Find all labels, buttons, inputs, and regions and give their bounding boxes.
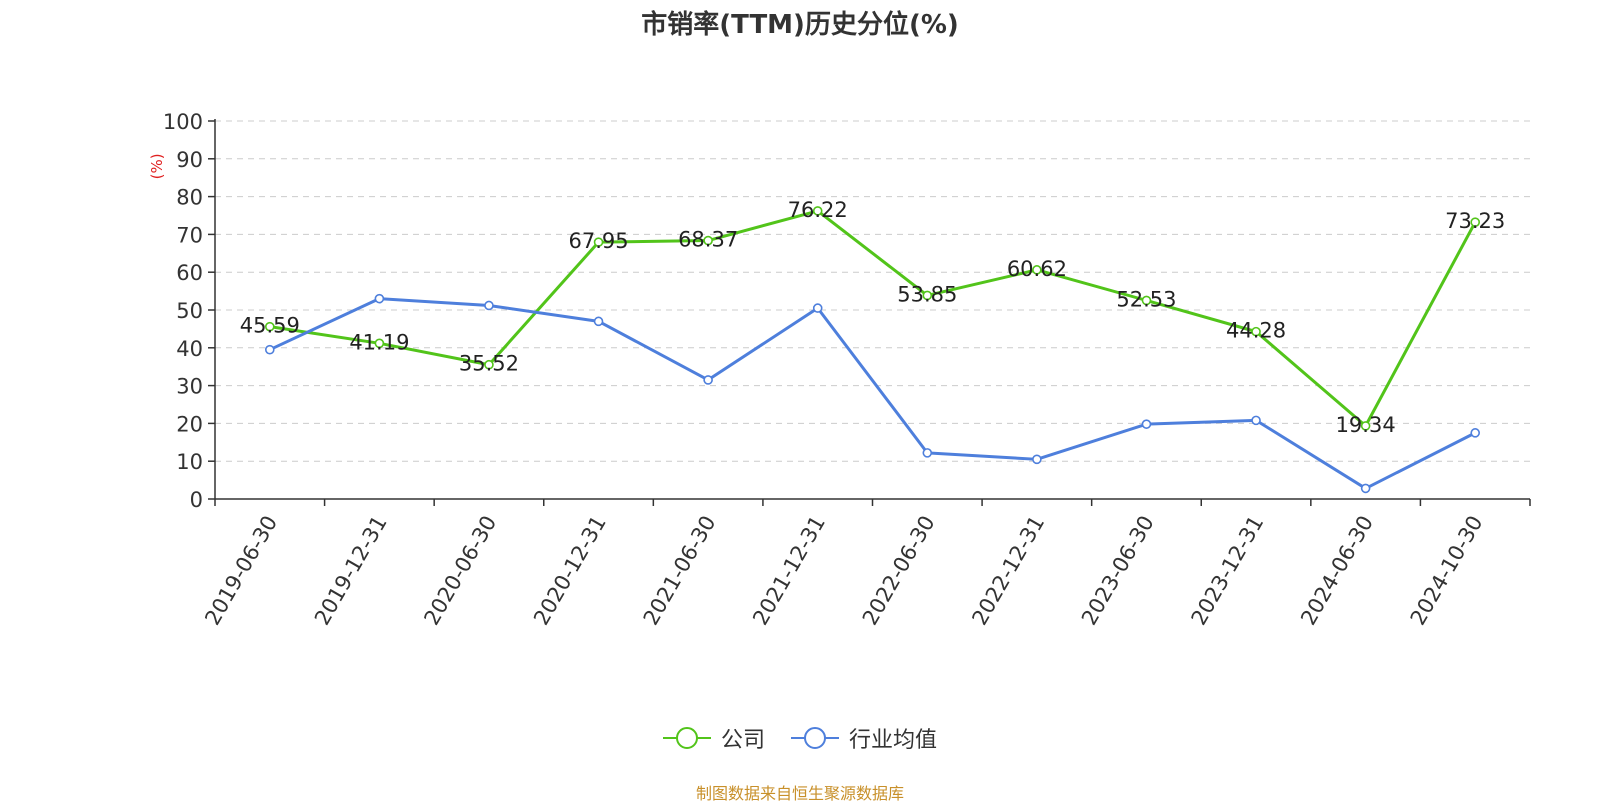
data-point	[812, 206, 823, 216]
data-point	[1251, 415, 1261, 426]
y-tick-label: 50	[176, 299, 203, 323]
grid-lines	[215, 120, 1530, 462]
data-point	[484, 359, 494, 370]
data-label: 52.53	[1116, 287, 1176, 311]
chart-title: 市销率(TTM)历史分位(%)	[641, 10, 959, 40]
x-tick-label: 2020-12-31	[529, 512, 611, 630]
legend-label-industry-average: 行业均值	[849, 728, 938, 753]
y-tick-label: 60	[176, 261, 203, 285]
data-point	[812, 303, 823, 313]
x-tick-label: 2019-12-31	[310, 512, 392, 630]
x-tick-label: 2024-06-30	[1296, 512, 1378, 630]
x-tick-label: 2022-06-30	[858, 512, 940, 630]
x-tick-label: 2024-10-30	[1406, 512, 1488, 630]
legend-item-industry-average[interactable]: 行业均值	[791, 722, 937, 754]
series-line-0	[269, 209, 1477, 428]
data-point	[593, 237, 604, 247]
data-point	[1141, 295, 1152, 306]
y-tick-label: 40	[176, 337, 203, 361]
data-label: 35.52	[459, 352, 519, 376]
data-label: 67.95	[568, 229, 628, 253]
data-point	[1032, 265, 1042, 275]
data-label: 60.62	[1007, 257, 1067, 281]
data-point	[264, 344, 275, 355]
source-note: 制图数据来自恒生聚源数据库	[695, 784, 904, 803]
x-tick-label: 2021-12-31	[748, 512, 830, 630]
data-point	[1141, 419, 1152, 429]
x-tick-label: 2020-06-30	[419, 512, 501, 630]
y-tick-label: 10	[176, 450, 203, 474]
y-tick-label: 20	[176, 412, 203, 436]
series-line-1	[269, 297, 1476, 490]
data-point	[703, 375, 713, 385]
y-tick-label: 0	[190, 488, 203, 512]
data-point	[374, 293, 385, 304]
series-lines	[264, 206, 1481, 494]
data-point	[1251, 326, 1261, 337]
y-tick-label: 100	[163, 110, 203, 134]
data-point	[264, 321, 275, 332]
data-point	[1470, 428, 1481, 438]
x-tick-label: 2022-12-31	[967, 512, 1049, 630]
legend-marker-company	[662, 727, 711, 749]
y-axis-title: (%)	[148, 153, 166, 179]
data-label: 76.22	[788, 198, 848, 222]
legend-label-company: 公司	[720, 728, 765, 753]
data-point	[703, 235, 713, 246]
legend: 公司 行业均值	[0, 722, 1600, 754]
x-tick-label: 2021-06-30	[639, 512, 721, 630]
legend-item-company[interactable]: 公司	[662, 722, 765, 754]
data-label: 44.28	[1226, 319, 1286, 343]
data-label: 68.37	[678, 228, 738, 252]
data-labels: 45.59 41.19 35.52 67.95 68.37 76.22 53.85 60.62…	[240, 198, 1506, 437]
data-point	[922, 290, 933, 301]
data-label: 45.59	[240, 314, 300, 338]
x-tick-label: 2023-12-31	[1187, 512, 1269, 630]
y-tick-label: 30	[176, 375, 203, 399]
data-point	[1032, 454, 1042, 465]
data-point	[922, 448, 933, 458]
data-point	[374, 338, 385, 349]
data-label: 41.19	[349, 330, 409, 354]
y-tick-label: 80	[176, 186, 203, 210]
data-label: 19.34	[1336, 413, 1396, 437]
data-label: 73.23	[1445, 209, 1505, 233]
data-point	[593, 316, 604, 327]
data-point	[1360, 421, 1371, 431]
x-tick-label: 2019-06-30	[200, 512, 282, 630]
axes: 0 10 20 30 40 50 60 70 80 90 100 (%) 2019-06-30 2019-…	[148, 110, 1531, 630]
data-point	[1360, 483, 1371, 494]
x-tick-label: 2023-06-30	[1077, 512, 1159, 630]
data-point	[484, 300, 494, 311]
y-tick-label: 70	[176, 223, 203, 247]
y-tick-label: 90	[176, 148, 203, 172]
data-label: 53.85	[897, 282, 957, 306]
data-point	[1470, 217, 1481, 227]
legend-marker-industry-average	[791, 727, 839, 749]
